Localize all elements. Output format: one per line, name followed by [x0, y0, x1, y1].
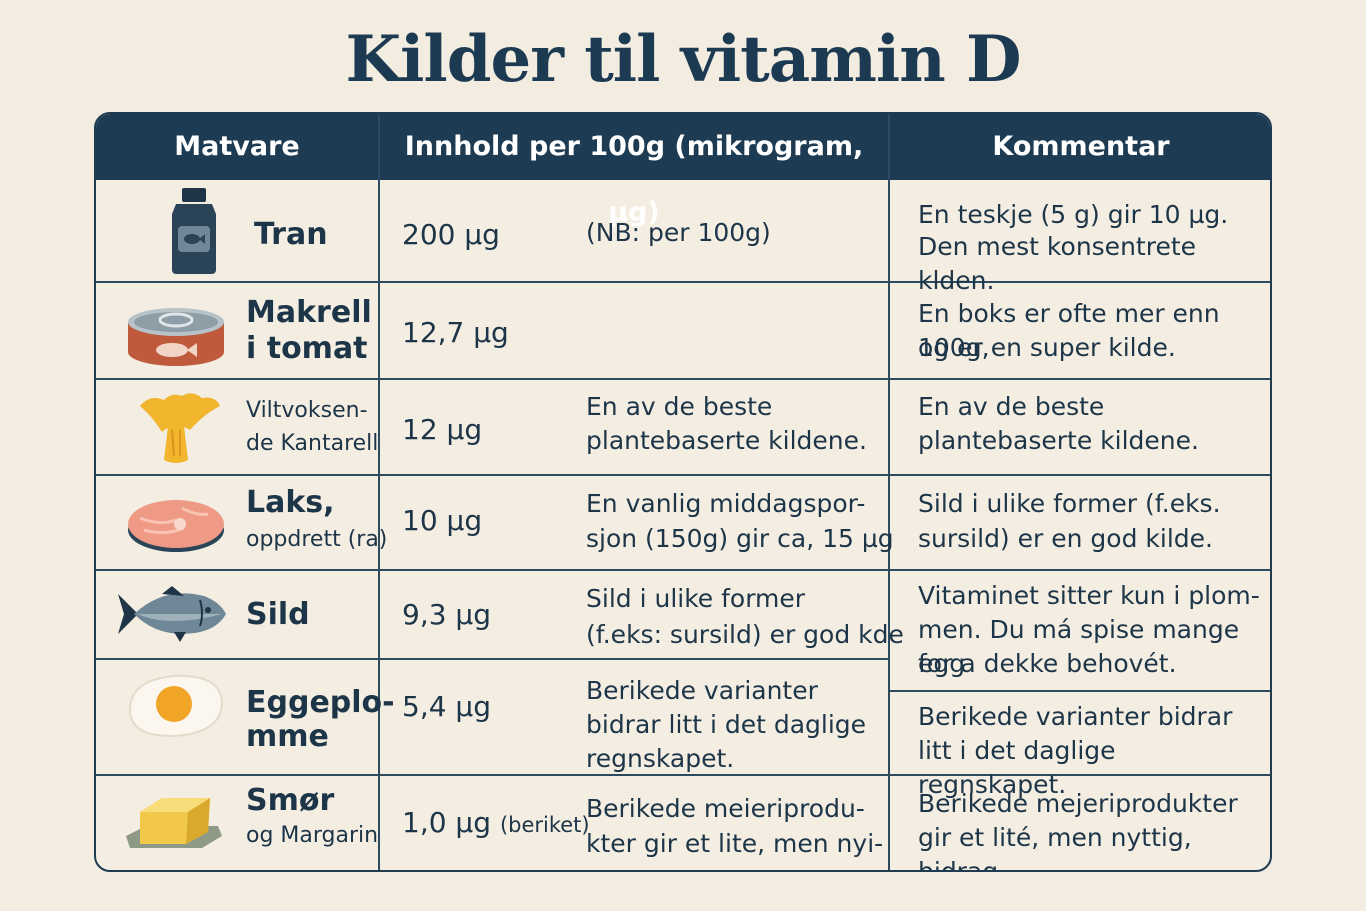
- row-comment-line: sursild) er en god kilde.: [918, 524, 1213, 553]
- row-comment-line: men. Du má spise mange egg: [918, 615, 1240, 678]
- row-amount: 10 µg: [402, 504, 483, 537]
- row-note-line: Sild i ulike former: [586, 584, 806, 613]
- row-note-line: Berikede varianter: [586, 676, 818, 705]
- row-amount: 5,4 µg: [402, 690, 492, 723]
- row-note-line: plantebaserte kildene.: [586, 426, 867, 455]
- row-name: de Kantarell: [246, 431, 379, 456]
- bottle-icon: [172, 188, 216, 274]
- butter-icon: [126, 798, 222, 848]
- header-comment: Kommentar: [992, 131, 1170, 162]
- row-amount: 1,0 µg (beriket): [402, 806, 590, 842]
- row-divider: [96, 774, 1270, 776]
- row-comment-line: Berikede mejeriprodukter: [918, 789, 1238, 818]
- row-note-line: kter gir et lite, men nyi-: [586, 829, 884, 858]
- header-food: Matvare: [174, 131, 300, 162]
- row-name: Smør: [246, 783, 335, 818]
- tin-can-icon: [128, 308, 224, 366]
- row-name: Makrell: [246, 295, 372, 330]
- row-divider: [96, 378, 1270, 380]
- row-comment-line: og er en super kilde.: [918, 333, 1176, 362]
- row-note-line: (f.eks: sursild) er god kde: [586, 620, 904, 649]
- row-divider: [96, 569, 1270, 571]
- row-amount-value: 1,0 µg: [402, 806, 492, 839]
- row-name: Tran: [254, 217, 328, 252]
- row-amount: 9,3 µg: [402, 598, 492, 631]
- salmon-steak-icon: [128, 500, 224, 552]
- row-note-line: (NB: per 100g): [586, 218, 771, 247]
- row-comment-line: En boks er ofte mer enn 100g,: [918, 299, 1220, 362]
- row-name: Sild: [246, 597, 310, 632]
- row-divider: [890, 690, 1270, 692]
- column-divider: [888, 114, 890, 870]
- row-divider: [96, 474, 1270, 476]
- row-name: mme: [246, 719, 329, 754]
- row-name: Viltvoksen-: [246, 398, 368, 423]
- row-comment-line: Sild i ulike former (f.eks.: [918, 489, 1221, 518]
- row-comment-line: litt i det daglige regnskapet.: [918, 736, 1116, 799]
- row-divider: [96, 281, 1270, 283]
- row-comment-line: En av de beste: [918, 392, 1105, 421]
- table-header: Matvare Innhold per 100g (mikrogram, µg)…: [96, 114, 1270, 228]
- page-title: Kilder til vitamin D: [345, 22, 1021, 97]
- row-name: Laks,: [246, 485, 335, 520]
- row-note-line: regnskapet.: [586, 744, 735, 773]
- egg-yolk-icon: [128, 674, 224, 738]
- row-comment-line: plantebaserte kildene.: [918, 426, 1199, 455]
- chanterelle-icon: [140, 393, 220, 463]
- row-name: i tomat: [246, 331, 368, 366]
- row-amount: 12,7 µg: [402, 316, 509, 349]
- row-name: Eggeplo-: [246, 685, 395, 720]
- row-note-line: Berikede meieriprodu-: [586, 794, 865, 823]
- row-comment-line: gir et lité, men nyttig, bidrag.: [918, 823, 1192, 872]
- row-comment-line: Vitaminet sitter kun i plom-: [918, 581, 1260, 610]
- row-amount-suffix: (beriket): [499, 813, 590, 837]
- row-comment-line: Berikede varianter bidrar: [918, 702, 1233, 731]
- herring-fish-icon: [118, 586, 226, 642]
- row-note-line: sjon (150g) gir ca, 15 µg: [586, 524, 894, 553]
- row-comment-line: Den mest konsentrete klden.: [918, 232, 1197, 295]
- row-comment-line: for a dekke behovét.: [918, 649, 1177, 678]
- row-amount: 12 µg: [402, 413, 483, 446]
- row-divider: [96, 658, 890, 660]
- header-content: Innhold per 100g (mikrogram, µg): [404, 131, 864, 228]
- vitamin-d-table: Matvare Innhold per 100g (mikrogram, µg)…: [94, 112, 1272, 872]
- row-note-line: bidrar litt i det daglige: [586, 710, 867, 739]
- row-name: og Margarin: [246, 823, 379, 848]
- row-note-line: En av de beste: [586, 392, 773, 421]
- row-note-line: En vanlig middagspor-: [586, 489, 866, 518]
- row-amount: 200 µg: [402, 218, 500, 251]
- row-name: oppdrett (ra): [246, 527, 388, 552]
- column-divider: [378, 114, 380, 870]
- row-comment-line: En teskje (5 g) gir 10 µg.: [918, 200, 1229, 229]
